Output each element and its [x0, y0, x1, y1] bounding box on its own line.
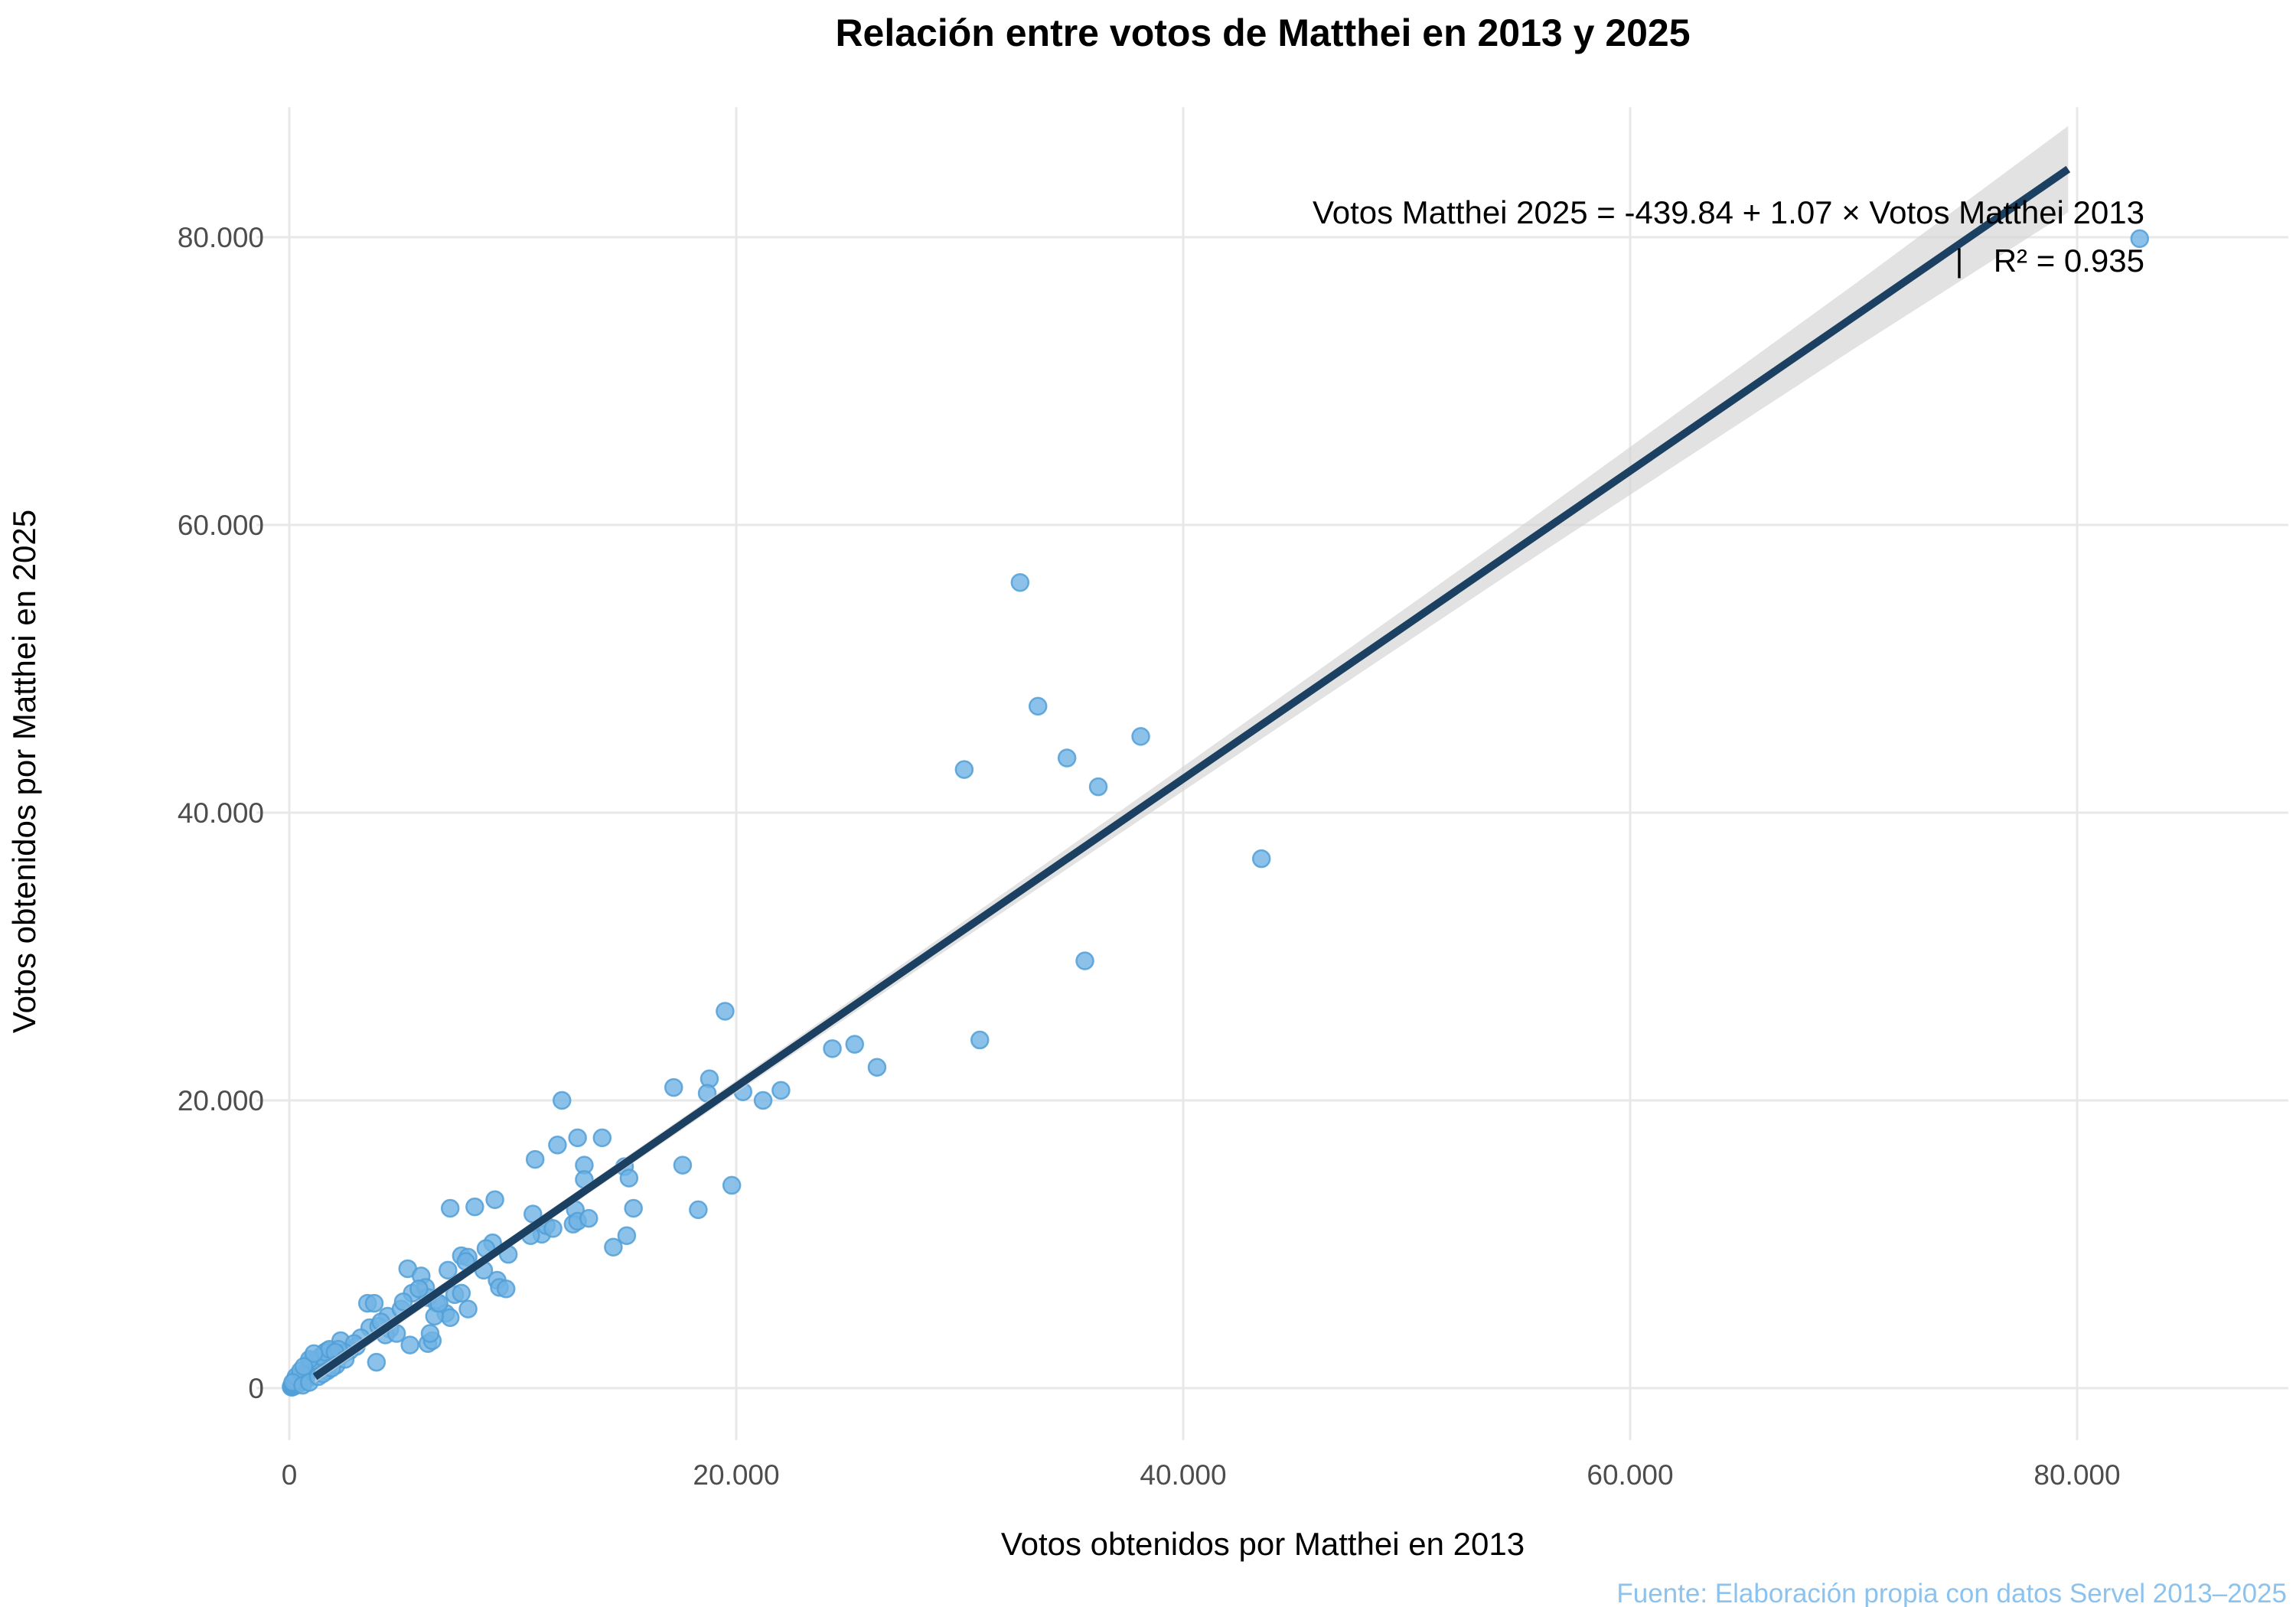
- x-tick-label: 0: [282, 1459, 298, 1491]
- data-point: [617, 1226, 637, 1245]
- y-tick-label: 80.000: [178, 222, 264, 253]
- y-axis-title: Votos obtenidos por Matthei en 2025: [6, 510, 42, 1033]
- data-point: [568, 1128, 587, 1148]
- data-point: [954, 760, 974, 779]
- data-point: [304, 1344, 324, 1364]
- y-axis-tick-labels: 0 20.000 40.000 60.000 80.000: [178, 222, 264, 1404]
- y-tick-label: 20.000: [178, 1085, 264, 1116]
- data-point: [619, 1169, 639, 1188]
- x-tick-label: 20.000: [693, 1459, 779, 1491]
- data-point: [624, 1198, 643, 1218]
- data-point: [465, 1197, 484, 1217]
- data-point: [1131, 727, 1150, 746]
- x-tick-label: 40.000: [1140, 1459, 1226, 1491]
- data-point: [393, 1292, 413, 1312]
- data-point: [440, 1308, 460, 1328]
- r-squared-annotation: R² = 0.935: [1994, 243, 2144, 279]
- data-point: [420, 1324, 440, 1343]
- data-point: [552, 1090, 572, 1110]
- data-point: [364, 1293, 384, 1313]
- x-axis-tick-labels: 0 20.000 40.000 60.000 80.000: [282, 1459, 2121, 1491]
- data-point: [1088, 777, 1108, 797]
- data-point: [604, 1237, 623, 1257]
- data-point: [845, 1035, 865, 1054]
- data-point: [664, 1077, 683, 1097]
- data-point: [1057, 748, 1077, 768]
- data-point: [496, 1279, 516, 1299]
- x-axis-title: Votos obtenidos por Matthei en 2013: [1001, 1526, 1525, 1562]
- data-point: [673, 1156, 693, 1175]
- gridlines: [256, 107, 2288, 1440]
- data-point: [452, 1283, 471, 1303]
- data-point: [485, 1190, 504, 1209]
- data-point: [1028, 696, 1048, 716]
- data-point: [689, 1200, 708, 1220]
- data-point: [823, 1039, 842, 1058]
- data-point: [400, 1335, 419, 1354]
- y-tick-label: 40.000: [178, 797, 264, 829]
- source-caption: Fuente: Elaboración propia con datos Ser…: [1616, 1579, 2287, 1607]
- data-point: [1251, 849, 1271, 869]
- data-point: [440, 1198, 460, 1218]
- data-point: [543, 1219, 563, 1238]
- data-point: [294, 1357, 314, 1377]
- chart-title: Relación entre votos de Matthei en 2013 …: [835, 11, 1690, 54]
- data-point: [771, 1081, 791, 1100]
- data-point: [525, 1149, 545, 1169]
- x-tick-label: 60.000: [1587, 1459, 1673, 1491]
- data-point: [753, 1090, 773, 1110]
- data-point: [439, 1260, 458, 1280]
- y-tick-label: 60.000: [178, 510, 264, 541]
- x-tick-label: 80.000: [2033, 1459, 2120, 1491]
- data-point: [458, 1299, 478, 1319]
- data-point: [2130, 229, 2150, 249]
- data-point: [592, 1128, 612, 1148]
- data-point: [1075, 951, 1094, 970]
- y-tick-label: 0: [248, 1373, 264, 1404]
- data-point: [716, 1002, 735, 1021]
- data-point: [409, 1279, 429, 1299]
- data-point: [548, 1136, 567, 1155]
- annotation-separator-bar: |: [1955, 243, 1964, 279]
- regression-equation-annotation: Votos Matthei 2025 = -439.84 + 1.07 × Vo…: [1313, 194, 2144, 230]
- data-point: [970, 1030, 990, 1050]
- data-point: [579, 1208, 598, 1228]
- regression-line: [312, 165, 2071, 1380]
- data-point: [1010, 572, 1030, 592]
- data-point: [367, 1352, 386, 1372]
- data-point: [722, 1175, 742, 1195]
- confidence-band: [315, 125, 2069, 1384]
- data-point: [867, 1058, 887, 1077]
